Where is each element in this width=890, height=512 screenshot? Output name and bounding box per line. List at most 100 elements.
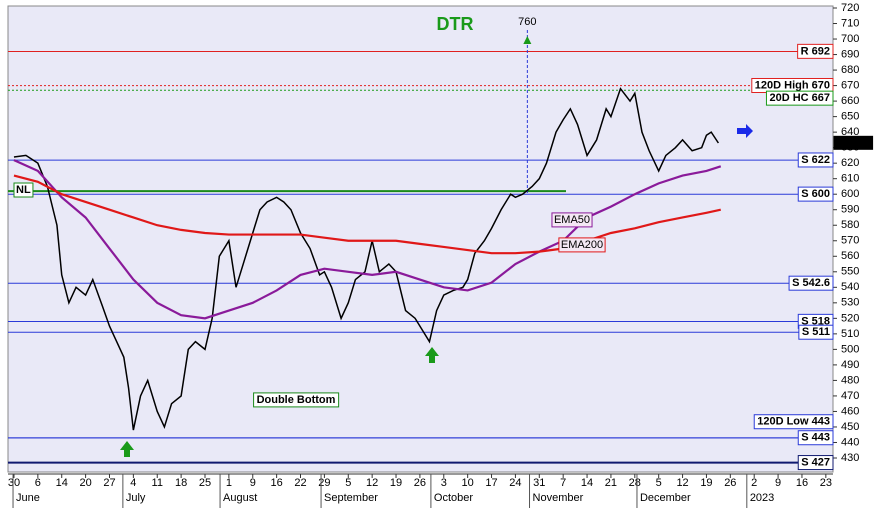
x-tick-label: 7 [560, 477, 566, 489]
y-tick-label: 440 [841, 436, 859, 448]
x-tick-label: 11 [152, 477, 163, 489]
x-tick-label: 27 [103, 477, 115, 489]
x-tick-label: 2 [751, 477, 757, 489]
x-tick-label: 20 [79, 477, 91, 489]
y-tick-label: 680 [841, 64, 859, 76]
marker-arrow [523, 36, 532, 44]
x-tick-label: 16 [271, 477, 283, 489]
x-tick-label: 5 [345, 477, 351, 489]
y-tick-label: 510 [841, 328, 859, 340]
x-tick-label: 19 [700, 477, 712, 489]
x-tick-label: 23 [820, 477, 832, 489]
x-tick-label: 30 [8, 477, 20, 489]
x-tick-label: 9 [775, 477, 781, 489]
x-tick-label: 5 [656, 477, 662, 489]
label-box [558, 237, 606, 253]
x-tick-label: 18 [175, 477, 187, 489]
chart-title: DTR [437, 14, 474, 34]
y-tick-label: 480 [841, 374, 859, 386]
y-tick-label: 590 [841, 204, 859, 216]
up-arrow [120, 347, 439, 457]
label-box [797, 43, 834, 59]
month-label: October [434, 492, 473, 504]
level-label: S 443 [801, 432, 830, 444]
level-label: 120D High 670 [755, 79, 830, 91]
y-tick-label: 470 [841, 390, 859, 402]
y-tick-label: 490 [841, 359, 859, 371]
y-tick-label: 700 [841, 33, 859, 45]
month-label: September [324, 492, 378, 504]
x-tick-label: 24 [509, 477, 521, 489]
y-tick-label: 720 [841, 2, 859, 14]
marker-label: 760 [518, 16, 536, 28]
y-tick-label: 580 [841, 219, 859, 231]
label-box [788, 275, 834, 291]
y-tick-label: 670 [841, 79, 859, 91]
label-box [797, 152, 834, 168]
ema-line [13, 159, 722, 320]
label-box [13, 182, 34, 198]
neckline-label: NL [16, 184, 31, 196]
y-tick-label: 520 [841, 312, 859, 324]
x-tick-label: 14 [56, 477, 68, 489]
y-tick-label: 710 [841, 17, 859, 29]
x-tick-label: 4 [130, 477, 136, 489]
month-label: December [640, 492, 691, 504]
level-label: S 511 [802, 326, 830, 338]
x-tick-label: 26 [724, 477, 736, 489]
x-tick-label: 29 [318, 477, 330, 489]
label-box [797, 186, 834, 202]
y-tick-label: 640 [841, 126, 859, 138]
x-tick-label: 1 [226, 477, 232, 489]
right-arrow [737, 124, 753, 138]
x-tick-label: 17 [485, 477, 497, 489]
y-tick-label: 550 [841, 266, 859, 278]
x-tick-label: 12 [366, 477, 378, 489]
x-tick-label: 3 [441, 477, 447, 489]
level-label: S 542.6 [792, 277, 830, 289]
level-label: S 600 [801, 188, 830, 200]
x-tick-label: 12 [676, 477, 688, 489]
y-tick-label: 600 [841, 188, 859, 200]
pattern-label: Double Bottom [257, 394, 336, 406]
level-label: S 427 [801, 457, 830, 469]
y-tick-label: 570 [841, 235, 859, 247]
level-label: 20D HC 667 [769, 92, 830, 104]
label-box [833, 135, 874, 150]
month-label: August [223, 492, 257, 504]
x-tick-label: 22 [294, 477, 306, 489]
y-tick-label: 540 [841, 281, 859, 293]
x-tick-label: 9 [250, 477, 256, 489]
month-label: November [533, 492, 584, 504]
y-tick-label: 530 [841, 297, 859, 309]
level-label: 120D Low 443 [757, 416, 830, 428]
x-tick-label: 14 [581, 477, 593, 489]
y-tick-label: 560 [841, 250, 859, 262]
price-line [13, 87, 720, 431]
x-tick-label: 26 [414, 477, 426, 489]
label-box [797, 455, 834, 471]
x-tick-label: 21 [605, 477, 617, 489]
y-tick-label: 450 [841, 421, 859, 433]
x-tick-label: 25 [199, 477, 211, 489]
series-label: EMA50 [554, 214, 590, 226]
y-tick-label: 500 [841, 343, 859, 355]
level-label: S 518 [801, 315, 830, 327]
month-label: July [126, 492, 146, 504]
label-box [765, 90, 834, 106]
x-tick-label: 6 [35, 477, 41, 489]
y-tick-label: 610 [841, 173, 859, 185]
x-tick-label: 31 [533, 477, 545, 489]
ema-line [13, 174, 722, 255]
x-tick-label: 16 [796, 477, 808, 489]
y-tick-label: 460 [841, 405, 859, 417]
x-tick-label: 19 [390, 477, 402, 489]
label-box [798, 324, 834, 340]
y-tick-label: 660 [841, 95, 859, 107]
y-tick-label: 690 [841, 48, 859, 60]
label-box [753, 414, 834, 430]
label-box [797, 430, 834, 446]
last-price: 633.210 [835, 137, 872, 148]
month-label: 2023 [750, 492, 774, 504]
